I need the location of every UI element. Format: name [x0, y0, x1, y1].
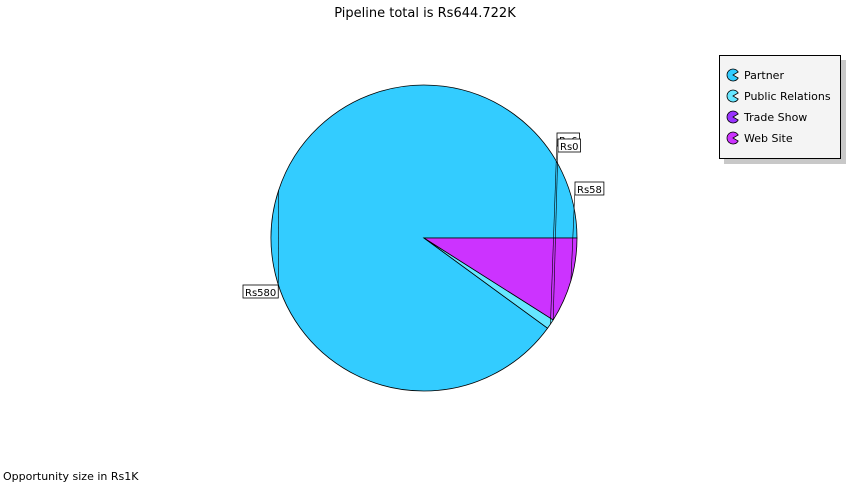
chart-title: Pipeline total is Rs644.722K: [334, 6, 516, 21]
legend-item-web-site: Web Site: [726, 129, 793, 147]
slice-label: Rs0: [552, 138, 581, 320]
pie-swatch-icon: [726, 110, 739, 124]
legend-item-partner: Partner: [726, 66, 784, 84]
pie-swatch-icon: [726, 68, 739, 82]
pie-slices: [270, 84, 578, 392]
slice-label-text: Rs580: [245, 288, 276, 299]
chart-subtitle: Opportunity size in Rs1K: [3, 470, 139, 483]
legend-label: Partner: [744, 68, 784, 82]
slice-label-box: [574, 181, 605, 196]
pie-swatch-icon: [726, 89, 739, 103]
slice-label-text: Rs58: [577, 185, 602, 196]
legend-item-trade-show: Trade Show: [726, 108, 807, 126]
pie-labels: Rs580Rs6Rs0Rs58: [242, 132, 605, 325]
slice-leader-line: [552, 145, 559, 320]
slice-label: Rs580: [242, 190, 279, 299]
legend-label: Public Relations: [744, 89, 831, 103]
slice-label-text: Rs0: [560, 142, 579, 153]
legend-item-public-relations: Public Relations: [726, 87, 831, 105]
slice-leader-line: [570, 188, 576, 281]
pie-swatch-icon: [726, 131, 739, 145]
legend-label: Trade Show: [744, 110, 808, 124]
legend-label: Web Site: [744, 131, 793, 145]
slice-label-box: [242, 284, 279, 299]
slice-label: Rs58: [570, 181, 605, 281]
legend: Partner Public Relations Trade Show Web …: [719, 55, 841, 159]
slice-label-box: [557, 138, 581, 153]
slice-leader-line: [550, 139, 558, 325]
